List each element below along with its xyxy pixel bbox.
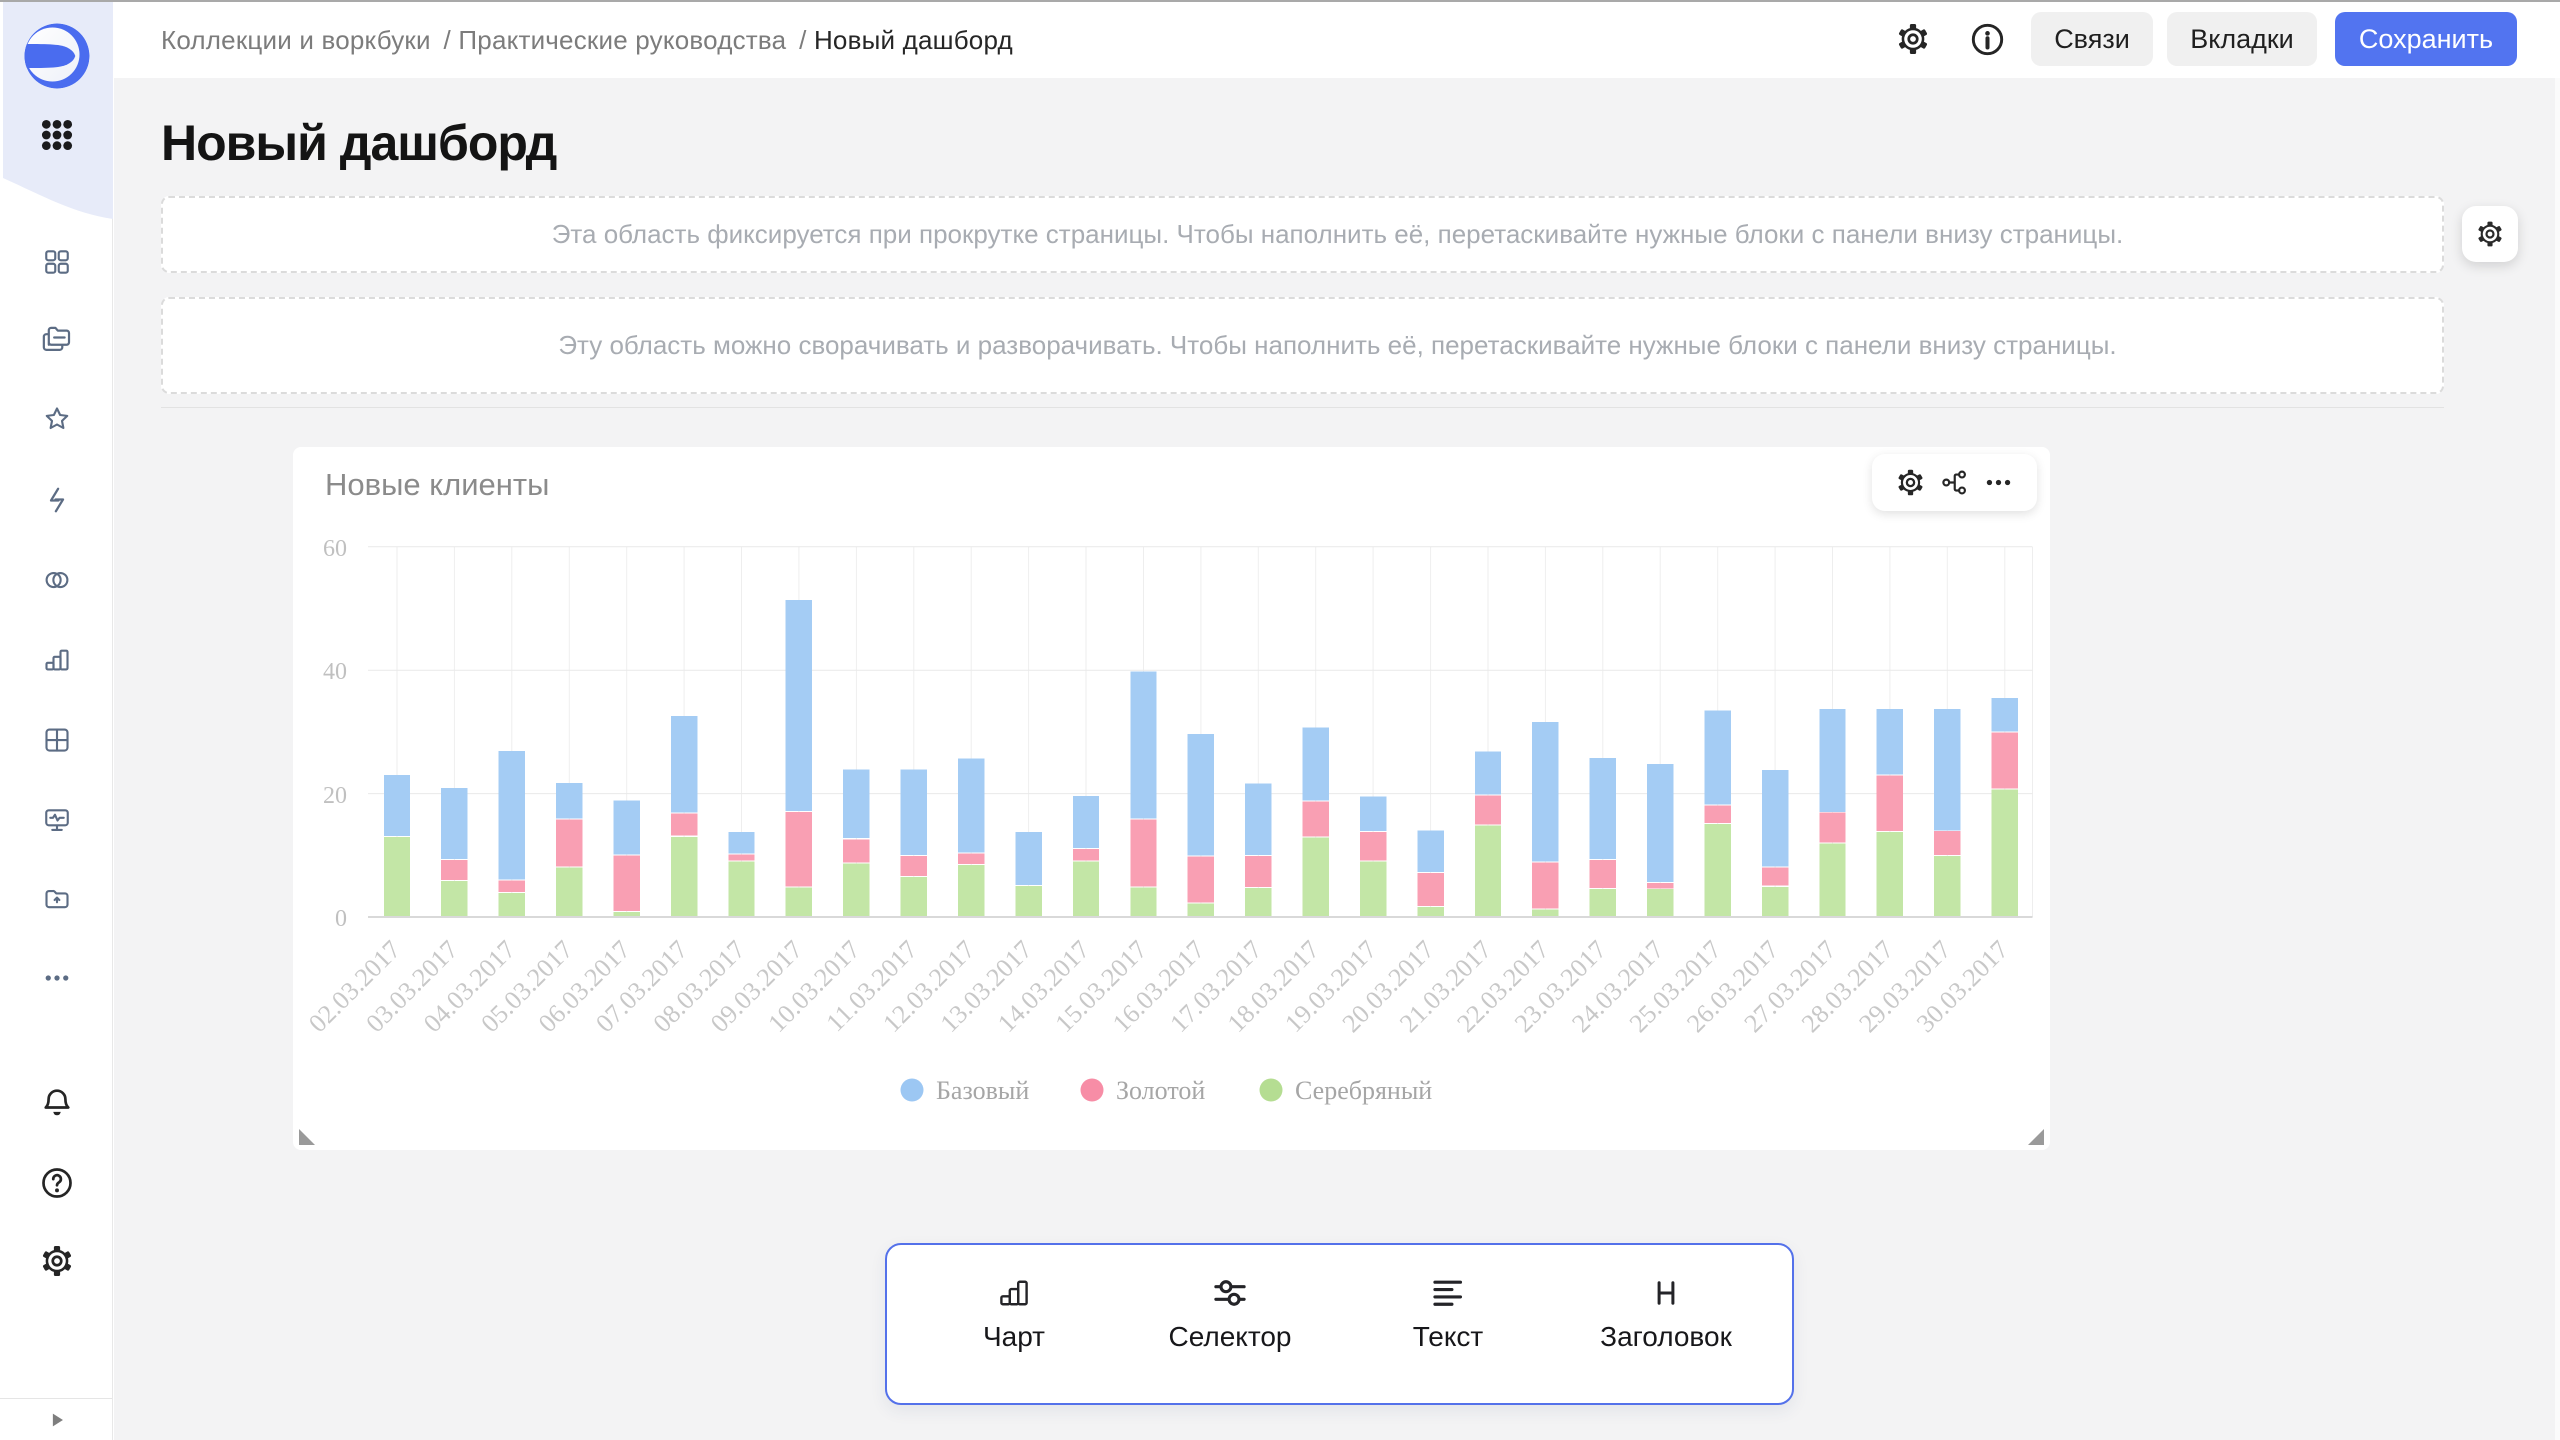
svg-text:20: 20 — [323, 783, 347, 809]
svg-text:Базовый: Базовый — [936, 1076, 1029, 1105]
svg-text:40: 40 — [323, 659, 347, 685]
svg-text:Золотой: Золотой — [1116, 1076, 1205, 1105]
svg-text:Серебряный: Серебряный — [1295, 1076, 1432, 1105]
svg-text:60: 60 — [323, 536, 347, 562]
svg-text:0: 0 — [335, 906, 347, 932]
